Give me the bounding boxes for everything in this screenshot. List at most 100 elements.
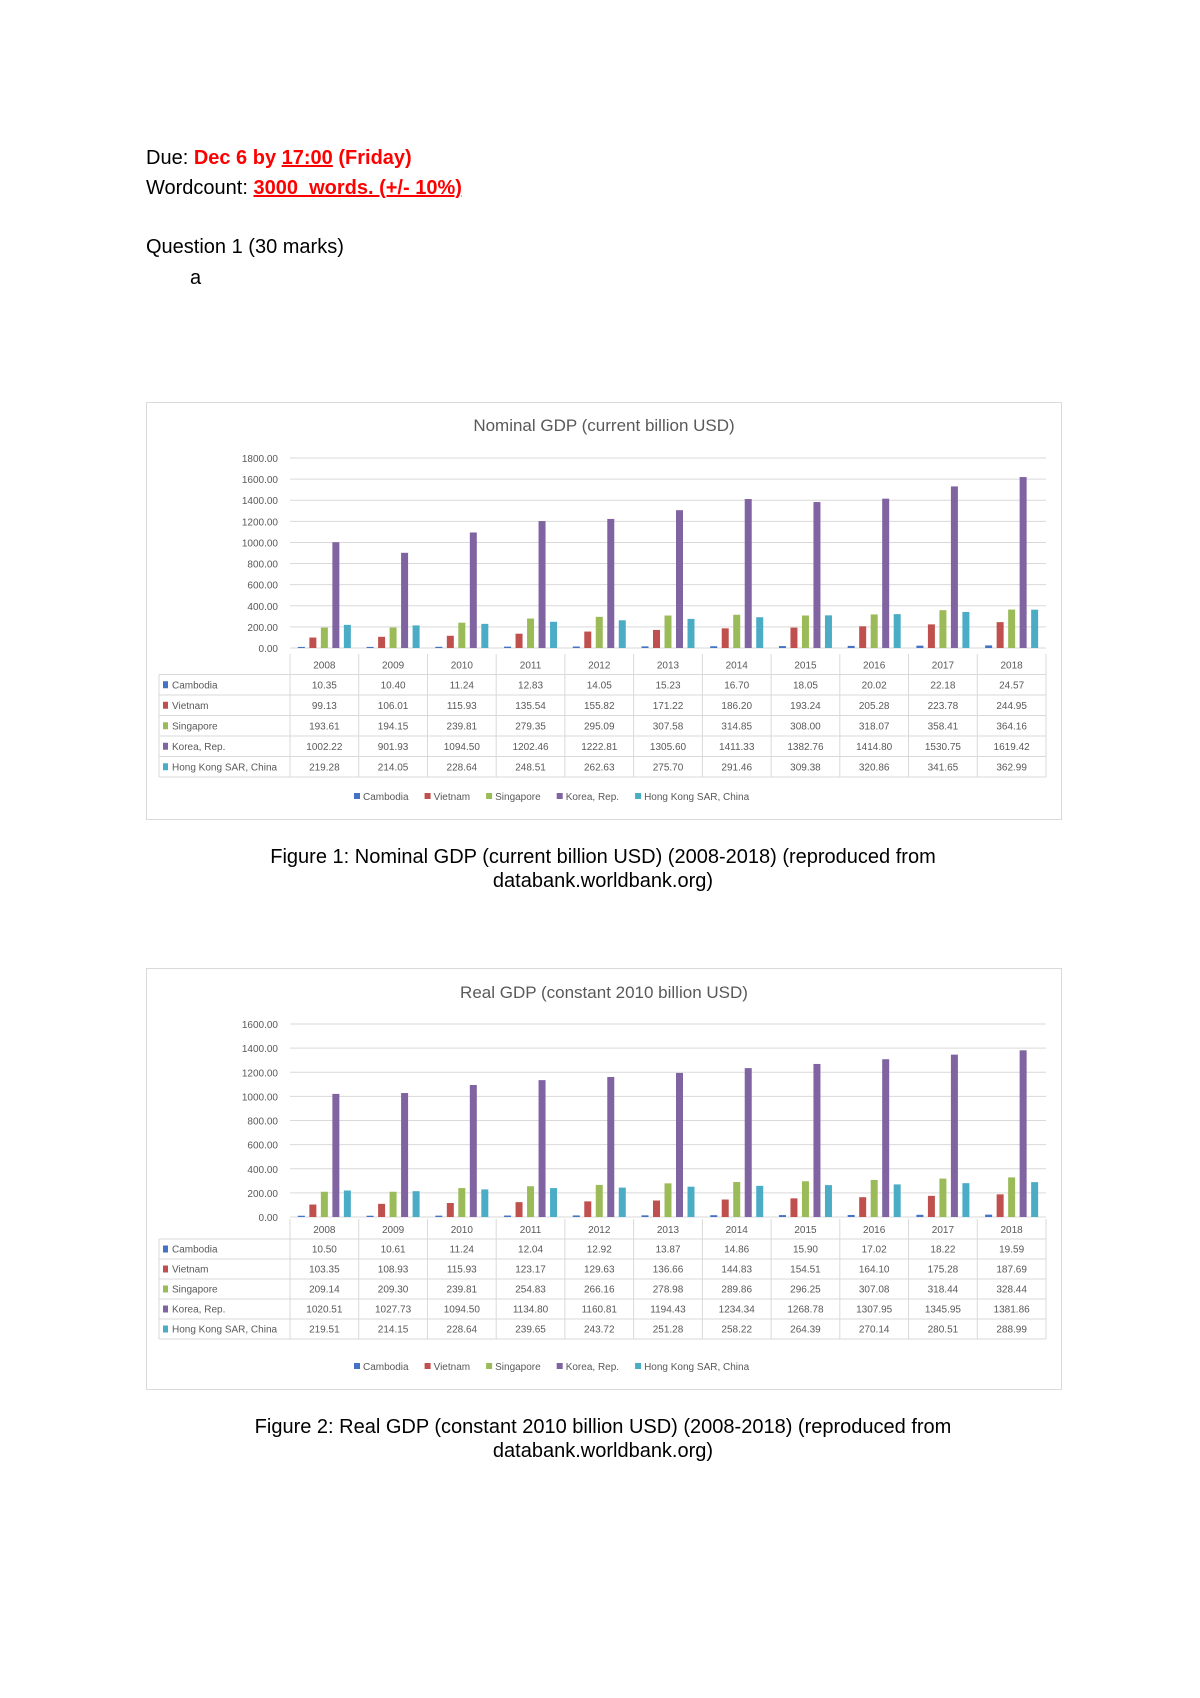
legend-key-swatch [163,1245,168,1253]
bar-singapore-2013 [664,615,672,648]
bar-vietnam-2012 [584,631,592,648]
bar-korea-rep--2015 [813,1063,821,1217]
caption-line-1: Figure 2: Real GDP (constant 2010 billio… [254,1416,952,1438]
bar-hong-kong-sar-china-2015 [824,1185,832,1217]
x-tick-label: 2008 [313,660,336,671]
due-date: Dec 6 by [193,147,282,169]
data-table-cell: 164.10 [859,1265,890,1276]
data-table-cell: 262.63 [584,762,615,773]
bar-singapore-2016 [870,614,878,648]
caption-line-1: Figure 1: Nominal GDP (current billion U… [270,846,936,868]
bar-korea-rep--2016 [882,1059,890,1217]
data-table-cell: 136.66 [653,1265,684,1276]
caption-line-2: databank.worldbank.org) [492,870,714,892]
x-tick-label: 2013 [657,660,680,671]
data-table-cell: 307.08 [859,1285,890,1296]
bar-hong-kong-sar-china-2017 [962,1183,970,1217]
data-table-cell: 18.22 [930,1245,955,1256]
data-table-cell: 187.69 [996,1265,1027,1276]
bar-korea-rep--2017 [950,486,958,648]
x-tick-label: 2016 [863,1225,886,1236]
bar-hong-kong-sar-china-2014 [756,1185,764,1217]
y-tick-label: 1600.00 [242,1020,279,1031]
bar-korea-rep--2014 [744,499,752,648]
data-table-cell: 193.24 [790,701,821,712]
data-table-cell: 14.05 [587,680,612,691]
data-table-cell: 108.93 [378,1265,409,1276]
bar-hong-kong-sar-china-2018 [1031,609,1039,648]
data-table-cell: 209.14 [309,1285,340,1296]
x-tick-label: 2015 [794,1225,817,1236]
legend-entry: Hong Kong SAR, China [644,792,750,803]
bar-cambodia-2016 [847,645,855,648]
data-table-cell: 280.51 [928,1325,959,1336]
bar-vietnam-2015 [790,1198,798,1217]
data-table-cell: 239.65 [515,1325,546,1336]
data-table-cell: 115.93 [447,1265,477,1276]
due-label: Due: [146,147,189,169]
x-tick-label: 2014 [726,1225,749,1236]
legend-key-swatch [163,722,168,730]
bar-korea-rep--2011 [538,521,546,648]
data-table-cell: 307.58 [653,721,684,732]
bar-cambodia-2018 [985,1214,993,1217]
bar-hong-kong-sar-china-2012 [618,1187,626,1217]
chart-title: Nominal GDP (current billion USD) [473,416,734,435]
bar-singapore-2018 [1008,1177,1016,1217]
y-tick-label: 0.00 [259,1213,279,1224]
x-tick-label: 2015 [794,660,817,671]
y-tick-label: 1400.00 [242,496,279,507]
bar-singapore-2014 [733,614,741,648]
legend-entry: Cambodia [363,1362,409,1373]
table-row-label: Vietnam [172,1265,209,1276]
data-table-cell: 171.22 [653,701,684,712]
x-tick-label: 2017 [932,1225,955,1236]
data-table-cell: 1134.80 [513,1305,549,1316]
data-table-cell: 244.95 [996,701,1027,712]
bar-singapore-2017 [939,610,947,648]
legend-key-swatch [163,763,168,771]
data-table-cell: 1268.78 [787,1305,824,1316]
data-table-cell: 10.40 [381,680,406,691]
bar-vietnam-2008 [309,637,317,648]
data-table-cell: 1411.33 [719,742,755,753]
data-table-cell: 254.83 [515,1285,546,1296]
y-tick-label: 600.00 [247,581,278,592]
bar-cambodia-2017 [916,645,924,648]
data-table-cell: 194.15 [378,721,409,732]
question-heading: Question 1 (30 marks) [146,236,344,258]
data-table-cell: 1305.60 [650,742,687,753]
bar-singapore-2011 [527,1186,535,1217]
chart-real-gdp: Real GDP (constant 2010 billion USD) 0.00… [146,968,1062,1390]
bar-korea-rep--2009 [401,552,409,648]
bar-vietnam-2014 [721,628,729,648]
data-table-cell: 99.13 [312,701,337,712]
data-table-cell: 214.05 [378,762,409,773]
caption-line-2: databank.worldbank.org) [492,1440,714,1462]
data-table-cell: 1020.51 [306,1305,343,1316]
bar-korea-rep--2011 [538,1080,546,1217]
bar-korea-rep--2010 [469,1084,477,1217]
y-tick-label: 600.00 [247,1141,278,1152]
data-table-cell: 214.15 [378,1325,409,1336]
data-table-cell: 1345.95 [925,1305,962,1316]
data-table-cell: 219.51 [309,1325,340,1336]
legend-swatch [556,1363,563,1369]
bar-hong-kong-sar-china-2008 [343,1190,351,1217]
legend-swatch [424,793,431,799]
bar-vietnam-2010 [446,1203,454,1217]
bar-singapore-2014 [733,1182,741,1217]
data-table-cell: 12.83 [518,680,543,691]
data-table-cell: 1027.73 [375,1305,412,1316]
data-table-cell: 106.01 [378,701,409,712]
bar-korea-rep--2018 [1019,477,1027,648]
data-table-cell: 266.16 [584,1285,615,1296]
legend-swatch [635,793,642,799]
data-table-cell: 123.17 [515,1265,546,1276]
table-row-label: Cambodia [172,1245,218,1256]
data-table-cell: 341.65 [928,762,959,773]
bar-vietnam-2015 [790,627,798,648]
bar-korea-rep--2015 [813,502,821,648]
table-row-label: Hong Kong SAR, China [172,762,278,773]
data-table-cell: 296.25 [790,1285,821,1296]
